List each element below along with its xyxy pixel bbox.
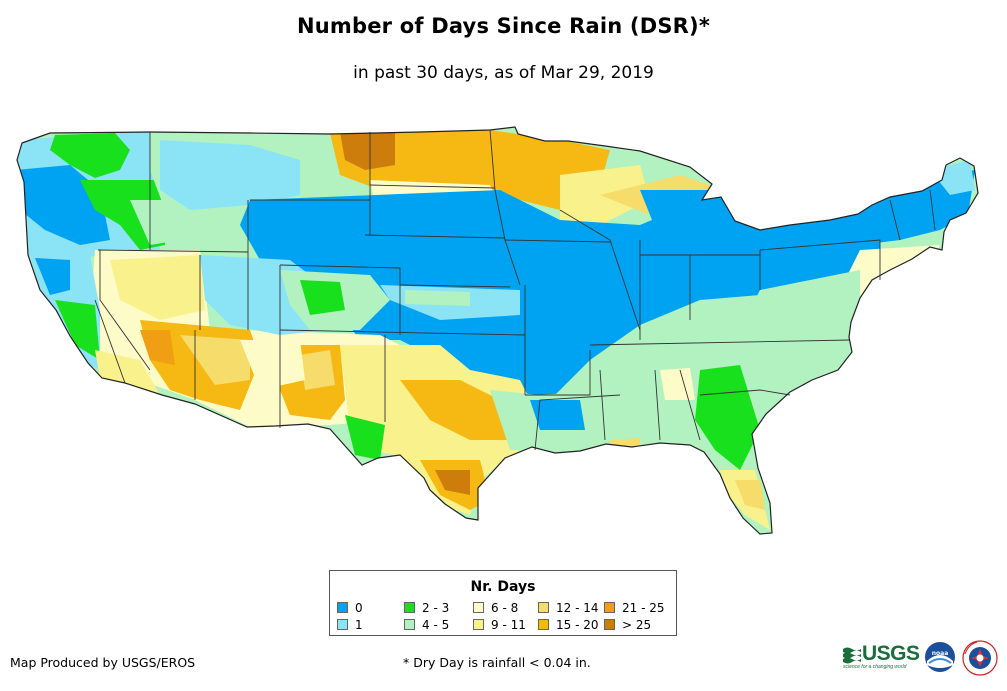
east-texas-4-5-region (490, 390, 545, 450)
legend-swatch-over-25 (604, 619, 615, 630)
legend-item-12-14: 12 - 14 (538, 602, 599, 616)
legend-label-12-14: 12 - 14 (556, 601, 599, 615)
florida-12-14-patch (735, 480, 765, 510)
state-borders (94, 129, 936, 451)
legend-label-2-3: 2 - 3 (422, 601, 450, 615)
california-central-2-3-region (55, 300, 100, 360)
texas-central-15-20-region (400, 380, 510, 440)
central-0-day-region (240, 190, 880, 400)
legend-label-1: 1 (355, 618, 363, 632)
map-credit: Map Produced by USGS/EROS (10, 655, 196, 670)
legend-item-9-11: 9 - 11 (473, 619, 526, 633)
legend-label-6-8: 6 - 8 (491, 601, 519, 615)
dry-day-footnote: * Dry Day is rainfall < 0.04 in. (403, 655, 591, 670)
nws-logo (962, 640, 998, 676)
legend-item-15-20: 15 - 20 (538, 619, 599, 633)
idaho-2-3-region (80, 180, 165, 250)
legend-item-4-5: 4 - 5 (404, 619, 449, 633)
kansas-4-5-patch (405, 290, 470, 306)
legend-swatch-9-11 (473, 619, 484, 630)
legend-swatch-12-14 (538, 602, 549, 613)
virginia-4-5-region (740, 270, 860, 360)
texas-south-over-25-patch (435, 470, 470, 495)
legend-label-over-25: > 25 (622, 618, 652, 632)
legend-swatch-15-20 (538, 619, 549, 630)
arizona-12-14-patch (180, 335, 250, 385)
california-north-0-region (35, 258, 70, 295)
usgs-tagline: science for a changing world (843, 664, 907, 670)
nevada-9-11-region (110, 255, 205, 320)
legend-swatch-4-5 (404, 619, 415, 630)
noaa-logo: noaa (925, 642, 955, 672)
new-mexico-12-14-patch (300, 350, 335, 390)
legend-item-1: 1 (337, 619, 363, 633)
legend-title: Nr. Days (470, 579, 536, 595)
legend-label-15-20: 15 - 20 (556, 618, 599, 632)
map-subtitle: in past 30 days, as of Mar 29, 2019 (353, 63, 654, 83)
legend-item-21-25: 21 - 25 (604, 602, 665, 616)
texas-west-2-3-patch (345, 415, 385, 460)
michigan-0-region (640, 190, 740, 250)
legend-item-2-3: 2 - 3 (404, 602, 449, 616)
legend-label-0: 0 (355, 601, 363, 615)
noaa-logo-text: noaa (932, 650, 949, 657)
nm-west-6-8-patch (240, 340, 305, 390)
legend-item-6-8: 6 - 8 (473, 602, 518, 616)
legend-swatch-6-8 (473, 602, 484, 613)
legend-swatch-21-25 (604, 602, 615, 613)
usgs-logo: USGS science for a changing world (843, 642, 920, 672)
legend-swatch-0 (337, 602, 348, 613)
texas-9-11-region (340, 345, 540, 515)
washington-2-3-region (50, 133, 130, 178)
montana-1-day-region (160, 140, 300, 210)
legend-item-over-25: > 25 (604, 619, 651, 633)
legend-label-21-25: 21 - 25 (622, 601, 665, 615)
legend-label-9-11: 9 - 11 (491, 618, 526, 632)
new-england-0-region (820, 170, 975, 245)
legend: Nr. Days 0 1 2 - 3 4 - 5 6 - 8 9 - 11 12… (329, 570, 677, 636)
map-title: Number of Days Since Rain (DSR)* (296, 14, 711, 38)
usgs-wave-icon (843, 647, 861, 664)
alabama-6-8-patch (660, 368, 695, 400)
idaho-4-5-patch (130, 200, 180, 245)
legend-item-0: 0 (337, 602, 363, 616)
socal-9-11-region (95, 350, 160, 395)
colorado-2-3-patch (300, 280, 345, 315)
dakota-over-25-region (340, 132, 395, 170)
legend-swatch-1 (337, 619, 348, 630)
legend-swatch-2-3 (404, 602, 415, 613)
louisiana-0-patch (530, 400, 585, 430)
legend-label-4-5: 4 - 5 (422, 618, 450, 632)
arizona-21-25-patch (140, 330, 175, 365)
usgs-wordmark: USGS (862, 642, 920, 665)
